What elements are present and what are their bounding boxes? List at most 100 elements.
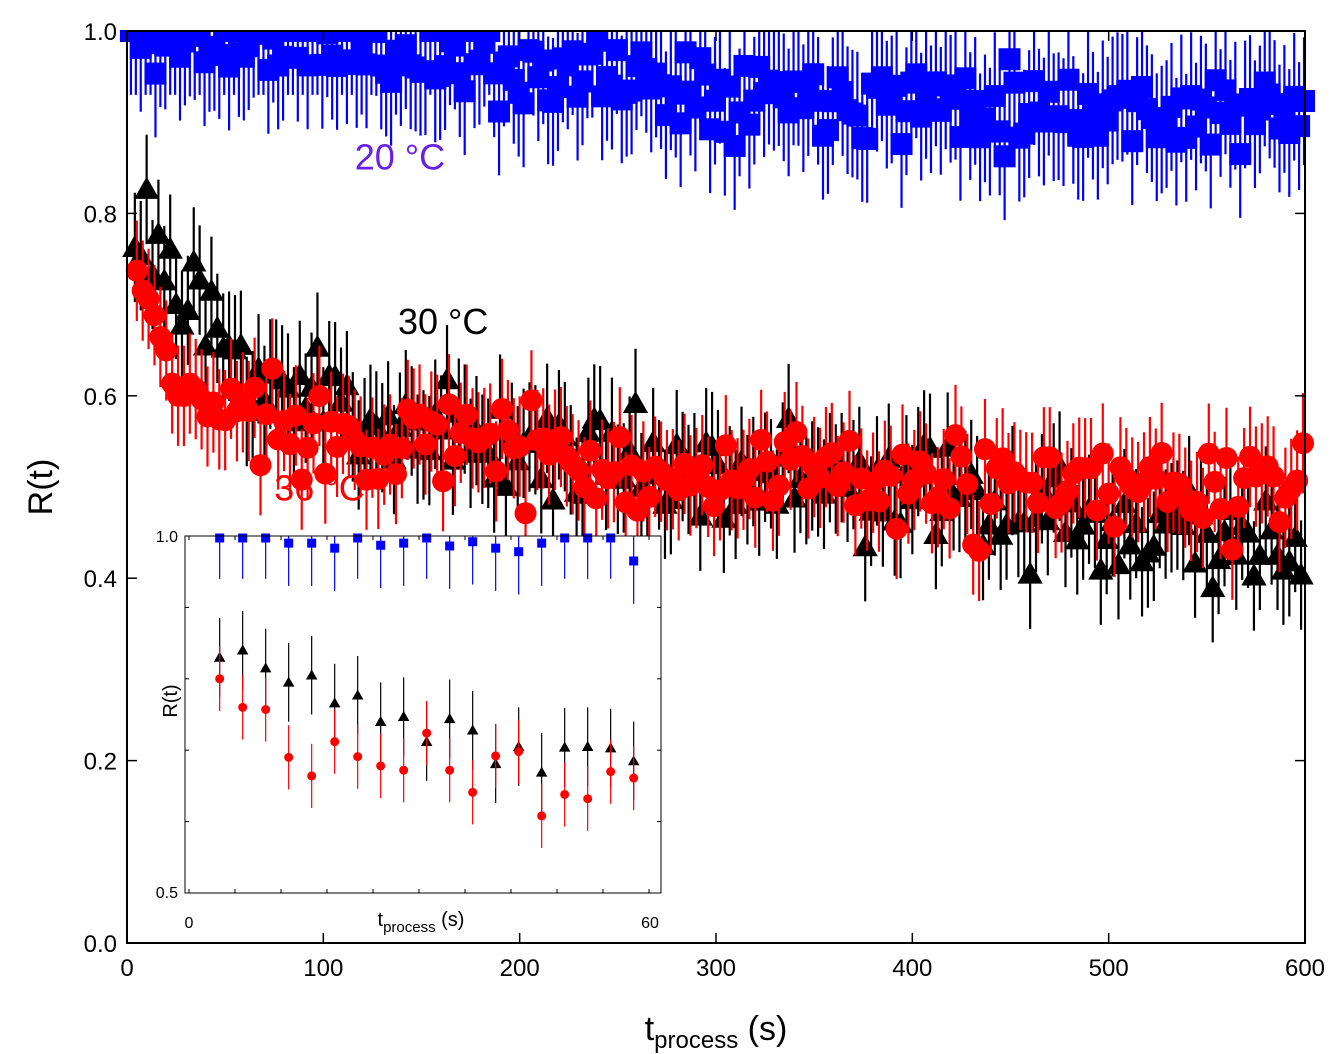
inset-data-point (537, 811, 547, 821)
x-tick-label: 600 (1285, 955, 1325, 982)
data-point (579, 439, 602, 462)
main-plot-data (119, 20, 1316, 643)
inset-data-point (560, 533, 570, 543)
data-point (1131, 75, 1154, 98)
inset-y-tick-label-1.0: 1.0 (156, 529, 178, 546)
data-point (1241, 563, 1267, 586)
data-point (718, 75, 741, 98)
inset-data-point (629, 556, 639, 566)
data-point (443, 445, 466, 468)
data-point (549, 426, 572, 449)
annotation-30c: 30 °C (398, 301, 488, 342)
data-point (528, 466, 554, 489)
data-point (944, 423, 967, 446)
inset-data-point (445, 541, 455, 551)
data-point (249, 454, 272, 477)
x-tick-label: 400 (892, 955, 932, 982)
inset-data-point (560, 789, 570, 799)
inset-data-point (376, 540, 386, 550)
data-point (1105, 552, 1132, 575)
data-point (1013, 122, 1036, 145)
data-point (204, 315, 230, 338)
data-point (546, 76, 569, 99)
data-point (434, 367, 460, 390)
inset-data-point (307, 538, 317, 548)
data-point (1229, 143, 1252, 166)
data-point (622, 390, 649, 413)
data-point (144, 62, 167, 85)
data-point (390, 437, 413, 460)
series-36C (125, 220, 1315, 602)
data-point (1227, 495, 1250, 518)
data-point (308, 385, 331, 408)
data-point (1268, 511, 1291, 534)
data-point (890, 133, 913, 156)
inset-y-tick-label-0.5: 0.5 (156, 885, 178, 902)
data-point (1038, 446, 1061, 469)
data-point (838, 429, 861, 452)
inset-data-point (215, 674, 225, 684)
inset-data-point (305, 669, 318, 680)
y-axis-label: R(t) (22, 459, 60, 516)
data-point (261, 357, 284, 380)
data-point (304, 334, 331, 357)
x-tick-label: 200 (500, 955, 540, 982)
inset-series-20C (215, 533, 639, 604)
y-tick-label: 0.6 (84, 384, 117, 411)
inset-data-point (353, 533, 363, 543)
inset-x-axis-label: tprocess (s) (378, 909, 465, 936)
data-point (455, 403, 478, 426)
inset-background (185, 536, 661, 893)
data-point (738, 113, 761, 136)
x-tick-label: 500 (1089, 955, 1129, 982)
data-point (905, 63, 928, 86)
data-point (691, 454, 714, 477)
data-point (394, 34, 417, 57)
data-point (586, 29, 609, 52)
y-tick-label: 0.2 (84, 749, 117, 776)
x-tick-label: 300 (696, 955, 736, 982)
data-point (508, 435, 531, 458)
inset-data-point (466, 724, 479, 735)
data-point (432, 470, 455, 493)
data-point (949, 125, 972, 148)
inset-data-point (282, 676, 295, 687)
inset-series-36C (215, 646, 639, 849)
y-tick-label: 0.0 (84, 931, 117, 958)
data-point (128, 243, 154, 266)
inset-data-point (307, 771, 317, 781)
data-point (608, 426, 631, 449)
data-point (1103, 515, 1126, 538)
y-tick-label: 0.4 (84, 566, 117, 593)
inset-data-point (514, 547, 524, 557)
y-tick-label: 1.0 (84, 19, 117, 46)
data-point (384, 463, 407, 486)
data-point (490, 397, 513, 420)
inset-data-point (238, 533, 248, 543)
data-point (380, 70, 403, 93)
data-point (856, 127, 879, 150)
data-point (571, 70, 594, 93)
data-point (133, 176, 160, 199)
data-point (1215, 446, 1238, 469)
data-point (885, 517, 908, 540)
data-point (181, 249, 207, 272)
data-point (756, 450, 779, 473)
inset-data-point (376, 761, 386, 771)
inset-data-point (583, 533, 593, 543)
inset-data-point (537, 538, 547, 548)
inset-data-point (445, 765, 455, 775)
data-point (684, 96, 707, 119)
x-axis-label: tprocess (s) (645, 1010, 788, 1054)
data-point (453, 80, 476, 103)
data-point (932, 468, 955, 491)
inset-data-point (351, 689, 364, 700)
inset-data-point (284, 538, 294, 548)
data-point (1057, 68, 1080, 91)
data-point (512, 92, 535, 115)
inset-x-tick-label-0: 0 (185, 915, 194, 932)
inset-data-point (468, 787, 478, 797)
inset-data-point (330, 737, 340, 747)
